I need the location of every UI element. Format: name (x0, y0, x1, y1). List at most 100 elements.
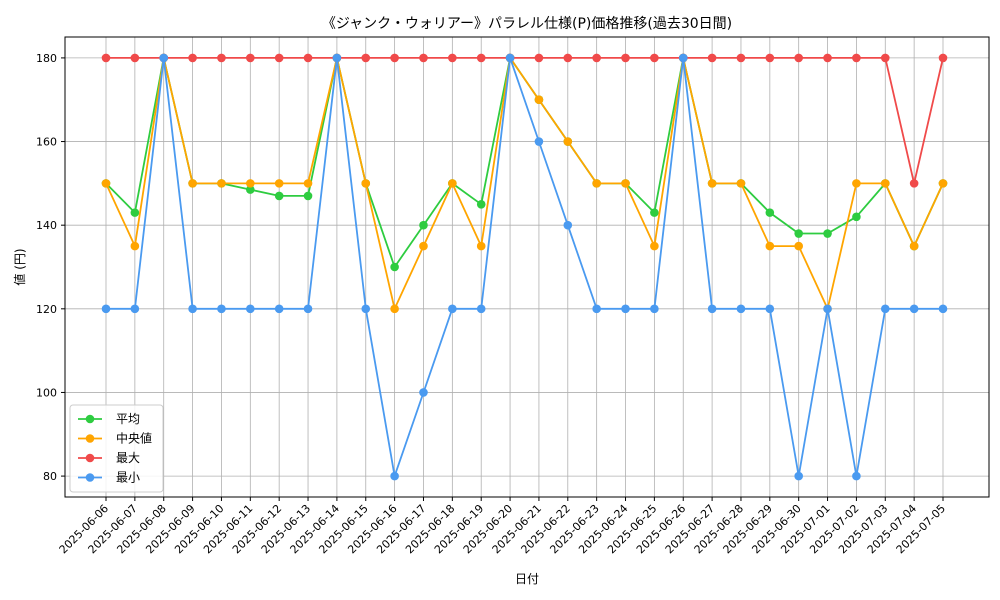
data-point (274, 191, 284, 201)
y-tick-label: 160 (36, 136, 57, 149)
data-point (217, 304, 226, 314)
data-point (823, 229, 832, 238)
legend-swatch-marker (85, 414, 95, 424)
data-point (274, 53, 284, 63)
series-2 (101, 53, 948, 188)
data-point (880, 179, 890, 188)
data-point (419, 53, 428, 63)
data-point (361, 304, 371, 314)
series-layer (101, 53, 948, 481)
data-point (563, 53, 573, 63)
data-point (419, 241, 428, 251)
data-point (592, 304, 601, 314)
series-1 (101, 53, 948, 314)
series-line (106, 57, 944, 185)
data-point (130, 53, 140, 63)
data-point (361, 53, 371, 63)
data-point (852, 53, 861, 63)
data-point (736, 304, 746, 314)
data-point (303, 179, 313, 188)
data-point (390, 53, 399, 63)
data-point (390, 471, 399, 481)
data-point (101, 304, 111, 314)
legend-label: 最小 (116, 471, 140, 485)
data-point (938, 53, 948, 63)
data-point (736, 53, 746, 63)
data-point (332, 53, 342, 63)
data-point (419, 388, 428, 397)
data-point (246, 53, 255, 63)
data-point (765, 304, 775, 314)
data-point (390, 304, 399, 314)
data-point (476, 241, 486, 251)
data-point (852, 212, 861, 222)
legend-entry: 中央値 (78, 431, 152, 446)
data-point (448, 304, 457, 314)
data-point (217, 53, 226, 63)
series-line (105, 57, 944, 268)
data-point (505, 53, 515, 63)
data-point (130, 304, 140, 314)
data-point (274, 179, 284, 188)
legend-label: 中央値 (116, 431, 152, 446)
y-axis-label: 値 (円) (12, 248, 27, 285)
data-point (476, 199, 486, 209)
data-point (188, 53, 197, 63)
data-point (765, 208, 775, 217)
data-point (188, 304, 197, 314)
data-point (650, 208, 659, 217)
y-tick-label: 100 (36, 386, 57, 399)
data-point (390, 262, 399, 272)
data-point (563, 220, 573, 230)
data-point (707, 304, 717, 314)
data-point (909, 304, 919, 314)
legend-swatch-marker (85, 473, 95, 482)
chart-title: 《ジャンク・ウォリアー》パラレル仕様(P)価格推移(過去30日間) (322, 16, 732, 32)
data-point (823, 304, 832, 314)
data-point (621, 179, 630, 188)
data-point (852, 179, 861, 188)
legend-entry: 最大 (78, 451, 140, 465)
legend-box (69, 404, 164, 493)
data-point (650, 241, 659, 251)
data-point (448, 53, 457, 63)
data-point (707, 53, 717, 63)
data-point (130, 208, 140, 217)
data-point (159, 53, 169, 63)
data-point (909, 179, 919, 188)
data-point (794, 471, 803, 481)
y-tick-label: 180 (36, 52, 57, 65)
x-axis-ticks: 2025-06-062025-06-072025-06-082025-06-09… (57, 497, 948, 556)
data-point (303, 191, 313, 201)
data-point (736, 179, 746, 188)
data-point (852, 471, 861, 481)
data-point (361, 179, 371, 188)
data-point (880, 53, 890, 63)
data-point (476, 304, 486, 314)
y-axis-ticks: 80 100 120 140 160 180 (36, 52, 65, 483)
data-point (130, 241, 140, 251)
data-point (246, 185, 255, 194)
data-point (534, 137, 544, 146)
data-point (650, 53, 659, 63)
data-point (274, 304, 284, 314)
data-point (101, 179, 111, 188)
legend-entry: 最小 (78, 471, 140, 485)
data-point (707, 179, 717, 188)
data-point (592, 53, 601, 63)
data-point (534, 53, 544, 63)
data-point (621, 53, 630, 63)
legend-label: 平均 (116, 412, 140, 426)
data-point (419, 220, 428, 230)
data-point (303, 304, 313, 314)
data-point (794, 241, 803, 251)
data-point (678, 53, 688, 63)
data-point (823, 53, 832, 63)
data-point (246, 179, 255, 188)
series-0 (101, 53, 948, 272)
data-point (909, 241, 919, 251)
legend-swatch-marker (85, 434, 95, 443)
data-point (188, 179, 197, 188)
data-point (880, 304, 890, 314)
